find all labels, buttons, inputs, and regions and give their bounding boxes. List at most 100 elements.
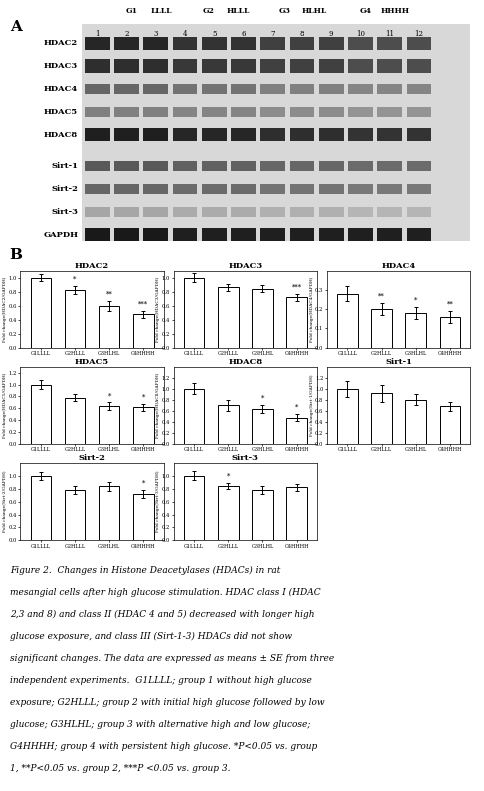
- Text: 9: 9: [329, 30, 333, 38]
- Bar: [143, 84, 168, 94]
- Bar: [173, 161, 197, 171]
- Text: A: A: [10, 20, 22, 34]
- Text: exposure; G2HLLL; group 2 with initial high glucose followed by low: exposure; G2HLLL; group 2 with initial h…: [10, 698, 324, 707]
- Bar: [260, 36, 285, 50]
- Title: HDAC3: HDAC3: [228, 262, 262, 270]
- Bar: [143, 36, 168, 50]
- Text: **: **: [447, 301, 454, 308]
- Bar: [231, 36, 256, 50]
- Text: G4HHHH; group 4 with persistent high glucose. *P<0.05 vs. group: G4HHHH; group 4 with persistent high glu…: [10, 743, 317, 751]
- Bar: [287, 297, 307, 348]
- Bar: [30, 476, 51, 540]
- Bar: [289, 161, 315, 171]
- Bar: [231, 161, 256, 171]
- Bar: [407, 128, 431, 142]
- Bar: [231, 59, 256, 73]
- Bar: [378, 36, 402, 50]
- Bar: [99, 406, 120, 444]
- Title: HDAC2: HDAC2: [75, 262, 109, 270]
- Bar: [378, 228, 402, 241]
- Bar: [173, 207, 197, 217]
- Bar: [114, 59, 139, 73]
- Bar: [133, 494, 153, 540]
- Text: GAPDH: GAPDH: [43, 231, 78, 239]
- Text: independent experiments.  G1LLLL; group 1 without high glucose: independent experiments. G1LLLL; group 1…: [10, 676, 312, 685]
- Bar: [218, 405, 239, 444]
- Bar: [114, 107, 139, 117]
- Text: 10: 10: [356, 30, 365, 38]
- Bar: [114, 84, 139, 94]
- Text: HDAC5: HDAC5: [44, 108, 78, 115]
- Bar: [406, 313, 426, 348]
- Bar: [231, 84, 256, 94]
- Y-axis label: Fold change(HDAC2/GAPDH): Fold change(HDAC2/GAPDH): [3, 277, 7, 342]
- Text: *: *: [227, 473, 230, 481]
- Bar: [85, 184, 110, 194]
- Bar: [260, 184, 285, 194]
- Bar: [202, 84, 227, 94]
- Bar: [30, 278, 51, 348]
- Bar: [319, 84, 344, 94]
- Bar: [202, 207, 227, 217]
- Bar: [65, 398, 85, 444]
- Bar: [133, 407, 153, 444]
- Bar: [143, 161, 168, 171]
- Bar: [99, 486, 120, 540]
- Bar: [143, 207, 168, 217]
- Text: 5: 5: [212, 30, 216, 38]
- Text: Sirt-3: Sirt-3: [51, 208, 78, 216]
- Text: HDAC3: HDAC3: [44, 62, 78, 70]
- Text: **: **: [378, 293, 385, 301]
- Text: HHHH: HHHH: [381, 7, 410, 15]
- Bar: [407, 207, 431, 217]
- Text: *: *: [295, 404, 298, 412]
- Y-axis label: Fold change(HDAC4/GAPDH): Fold change(HDAC4/GAPDH): [310, 277, 314, 342]
- Text: 7: 7: [271, 30, 275, 38]
- Bar: [378, 59, 402, 73]
- Bar: [439, 317, 460, 348]
- Bar: [348, 36, 373, 50]
- Bar: [114, 161, 139, 171]
- Text: 8: 8: [300, 30, 304, 38]
- Bar: [348, 161, 373, 171]
- Bar: [319, 59, 344, 73]
- Bar: [252, 289, 273, 348]
- Text: HDAC4: HDAC4: [44, 85, 78, 93]
- Text: HLLL: HLLL: [226, 7, 250, 15]
- Title: Sirt-1: Sirt-1: [385, 358, 412, 366]
- Title: Sirt-2: Sirt-2: [79, 454, 106, 462]
- Bar: [231, 128, 256, 142]
- Bar: [407, 184, 431, 194]
- Bar: [202, 59, 227, 73]
- Bar: [407, 161, 431, 171]
- Bar: [231, 207, 256, 217]
- Y-axis label: Fold change(HDAC8/GAPDH): Fold change(HDAC8/GAPDH): [156, 373, 160, 438]
- Bar: [114, 128, 139, 142]
- Bar: [289, 59, 315, 73]
- Bar: [260, 84, 285, 94]
- Bar: [173, 84, 197, 94]
- Bar: [289, 107, 315, 117]
- Bar: [378, 107, 402, 117]
- Text: glucose; G3HLHL; group 3 with alternative high and low glucose;: glucose; G3HLHL; group 3 with alternativ…: [10, 721, 310, 729]
- Text: Sirt-1: Sirt-1: [51, 162, 78, 170]
- Bar: [202, 161, 227, 171]
- Bar: [173, 107, 197, 117]
- Y-axis label: Fold change(Sirt-1/GAPDH): Fold change(Sirt-1/GAPDH): [310, 375, 314, 436]
- Bar: [319, 107, 344, 117]
- Text: G4: G4: [360, 7, 372, 15]
- Bar: [99, 305, 120, 348]
- Bar: [260, 107, 285, 117]
- Bar: [143, 228, 168, 241]
- Bar: [202, 36, 227, 50]
- Bar: [348, 207, 373, 217]
- Bar: [348, 59, 373, 73]
- Bar: [407, 228, 431, 241]
- Text: 2,3 and 8) and class II (HDAC 4 and 5) decreased with longer high: 2,3 and 8) and class II (HDAC 4 and 5) d…: [10, 610, 314, 619]
- Bar: [114, 207, 139, 217]
- Bar: [289, 36, 315, 50]
- Bar: [173, 36, 197, 50]
- Text: *: *: [142, 479, 145, 488]
- Bar: [85, 107, 110, 117]
- Bar: [378, 184, 402, 194]
